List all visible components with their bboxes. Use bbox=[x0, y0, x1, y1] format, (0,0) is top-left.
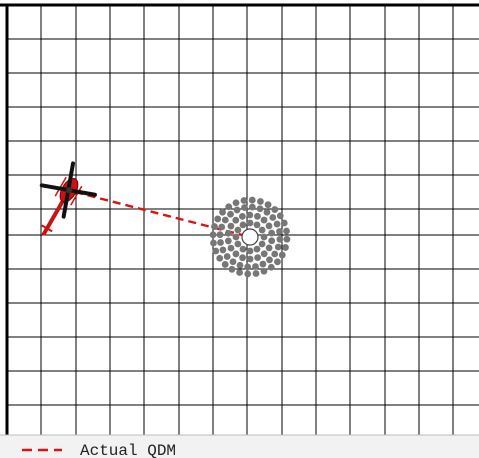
beacon-dot bbox=[274, 243, 282, 251]
beacon-dot bbox=[268, 237, 276, 245]
beacon-dot bbox=[258, 226, 266, 234]
beacon-dot bbox=[248, 203, 256, 211]
beacon-dot bbox=[224, 229, 232, 237]
beacon-dot bbox=[248, 196, 256, 204]
beacon-dot bbox=[265, 244, 273, 252]
beacon-dot bbox=[244, 263, 252, 271]
beacon-dot bbox=[271, 250, 279, 258]
beacon-dot bbox=[221, 261, 229, 268]
beacon-dot bbox=[246, 219, 254, 227]
beacon-dot bbox=[209, 231, 217, 239]
beacon-dot bbox=[268, 229, 276, 237]
beacon-dot bbox=[252, 263, 259, 270]
beacon-dot bbox=[228, 265, 236, 273]
beacon-dot bbox=[258, 240, 266, 248]
legend: Actual QDM bbox=[0, 434, 479, 458]
helicopter-tail-rotor bbox=[41, 224, 53, 233]
beacon-dot bbox=[260, 250, 268, 258]
beacon-target-icon[interactable] bbox=[209, 196, 291, 278]
beacon-center bbox=[241, 228, 259, 246]
beacon-dot bbox=[232, 216, 240, 224]
beacon-dot bbox=[244, 270, 252, 278]
beacon-dot bbox=[265, 222, 273, 230]
beacon-dot bbox=[257, 198, 264, 205]
beacon-dot bbox=[233, 206, 241, 214]
beacon-dot bbox=[219, 208, 226, 216]
beacon-dot bbox=[278, 251, 286, 259]
beacon-dot bbox=[232, 250, 240, 258]
beacon-dot bbox=[246, 255, 254, 263]
beacon-dot bbox=[253, 245, 261, 253]
beacon-dot bbox=[241, 204, 248, 211]
beacon-dot bbox=[238, 212, 246, 220]
beacon-dot bbox=[274, 258, 281, 266]
beacon-dot bbox=[283, 227, 290, 235]
beacon-dot bbox=[276, 228, 283, 235]
beacon-dot bbox=[227, 244, 235, 252]
beacon-dot bbox=[216, 254, 224, 262]
beacon-dot bbox=[259, 260, 267, 268]
helicopter-rotor-hub bbox=[66, 187, 72, 194]
beacon-dot bbox=[234, 240, 242, 248]
beacon-dot bbox=[219, 246, 227, 254]
beacon-dot bbox=[263, 208, 271, 216]
beacon-dot bbox=[223, 253, 231, 260]
helicopter-icon[interactable] bbox=[13, 143, 115, 251]
beacon-dot bbox=[227, 210, 234, 218]
beacon-dot bbox=[276, 212, 284, 220]
beacon-dot bbox=[260, 233, 268, 241]
beacon-dot bbox=[252, 270, 260, 277]
beacon-dot bbox=[211, 223, 218, 230]
map-frame bbox=[0, 3, 479, 435]
beacon-dot bbox=[214, 215, 222, 223]
beacon-dot bbox=[218, 223, 226, 231]
beacon-dot bbox=[280, 219, 288, 227]
beacon-dot bbox=[227, 222, 235, 230]
helicopter-skid-left bbox=[54, 176, 67, 197]
beacon-dot bbox=[269, 214, 277, 221]
beacon-dot bbox=[217, 239, 224, 246]
beacon-dot bbox=[210, 239, 217, 247]
beacon-dot bbox=[234, 226, 242, 234]
beacon-dot bbox=[254, 212, 261, 220]
beacon-dot bbox=[246, 247, 254, 255]
beacon-dot bbox=[246, 211, 254, 219]
beacon-dot bbox=[216, 231, 224, 239]
helicopter-skid-right bbox=[70, 185, 83, 206]
beacon-dot bbox=[282, 244, 289, 251]
beacon-dot bbox=[229, 258, 237, 266]
beacon-dot bbox=[232, 199, 240, 207]
beacon-dot bbox=[266, 256, 273, 264]
beacon-dot bbox=[264, 201, 272, 209]
beacon-dot bbox=[267, 263, 275, 271]
beacon-dot bbox=[260, 216, 268, 224]
beacon-dot bbox=[240, 197, 248, 204]
beacon-dot bbox=[276, 235, 284, 243]
grid bbox=[7, 5, 479, 435]
beacon-dot bbox=[271, 206, 279, 213]
beacon-dot bbox=[239, 221, 247, 229]
beacon-dot bbox=[254, 254, 262, 262]
beacon-dot bbox=[236, 269, 243, 276]
beacon-dot bbox=[221, 216, 229, 224]
beacon-dot bbox=[232, 233, 240, 241]
beacon-dot bbox=[253, 221, 261, 229]
beacon-dot bbox=[225, 203, 233, 211]
beacon-dot bbox=[224, 237, 232, 245]
legend-background bbox=[0, 435, 479, 458]
beacon-dot bbox=[256, 205, 264, 213]
beacon-dot bbox=[260, 267, 268, 275]
beacon-dot bbox=[273, 220, 281, 228]
beacon-dot bbox=[212, 247, 220, 255]
legend-label-qdm: Actual QDM bbox=[80, 442, 176, 458]
beacon-dot bbox=[283, 235, 291, 243]
beacon-dot bbox=[236, 261, 244, 269]
beacon-dot bbox=[239, 245, 247, 253]
beacon-dot bbox=[239, 254, 246, 262]
